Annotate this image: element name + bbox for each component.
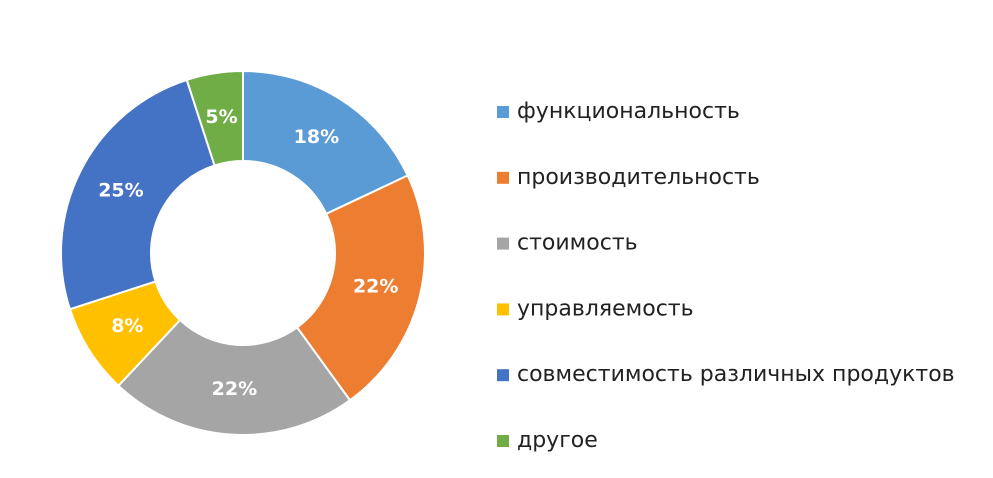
legend-swatch [497, 237, 509, 250]
data-label: 18% [294, 126, 339, 148]
slice [185, 69, 244, 167]
legend-label: стоимость [517, 231, 638, 256]
legend-label: другое [517, 428, 598, 453]
slice [242, 69, 410, 216]
data-label: 22% [212, 378, 257, 400]
data-label: 8% [111, 315, 143, 337]
legend-swatch [497, 171, 509, 184]
data-label: 22% [353, 276, 398, 298]
legend-swatch [497, 303, 509, 316]
slice [60, 78, 216, 311]
legend-swatch [497, 369, 509, 382]
data-label: 25% [98, 179, 143, 201]
legend-label: функциональность [517, 99, 740, 124]
legend-label: производительность [517, 165, 760, 190]
legend-label: совместимость различных продуктов [517, 362, 955, 387]
data-label: 5% [205, 106, 237, 128]
legend-swatch [497, 435, 509, 447]
slice [295, 174, 426, 402]
legend-swatch [497, 106, 509, 118]
legend-label: управляемость [517, 296, 694, 321]
slice [116, 318, 352, 436]
